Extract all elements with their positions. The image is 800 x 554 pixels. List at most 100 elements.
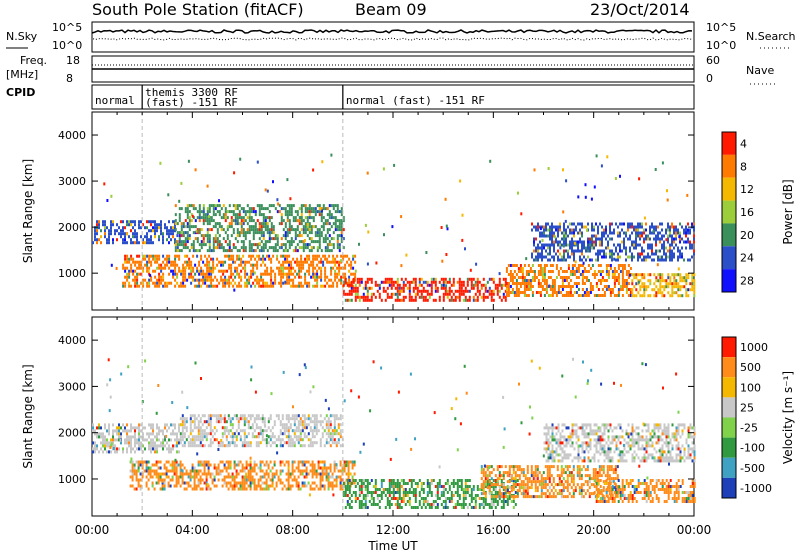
scatter-cell — [188, 249, 191, 253]
scatter-cell — [194, 168, 197, 172]
scatter-cell — [438, 482, 441, 485]
scatter-cell — [226, 237, 229, 241]
scatter-cell — [633, 246, 635, 250]
scatter-cell — [543, 228, 545, 232]
scatter-cell — [235, 429, 238, 433]
scatter-cell — [258, 278, 261, 282]
scatter-cell — [126, 435, 128, 439]
scatter-cell — [563, 225, 565, 229]
scatter-cell — [286, 234, 289, 238]
scatter-cell — [238, 249, 241, 253]
scatter-cell — [349, 481, 352, 485]
scatter-cell — [102, 220, 104, 224]
scatter-cell — [211, 472, 214, 476]
scatter-cell — [504, 283, 507, 287]
scatter-cell — [235, 481, 238, 485]
scatter-cell — [190, 281, 193, 285]
scatter-cell — [327, 487, 330, 491]
scatter-cell — [162, 235, 164, 239]
scatter-cell — [182, 231, 185, 235]
scatter-cell — [567, 249, 569, 253]
scatter-cell — [124, 281, 127, 285]
scatter-cell — [336, 207, 339, 211]
scatter-cell — [539, 234, 541, 238]
scatter-cell — [162, 444, 164, 448]
scatter-cell — [174, 240, 177, 244]
scatter-cell — [416, 485, 419, 488]
scatter-cell — [181, 423, 184, 427]
scatter-cell — [167, 481, 170, 485]
scatter-cell — [184, 231, 187, 235]
scatter-cell — [633, 285, 636, 289]
scatter-cell — [633, 243, 635, 247]
scatter-cell — [254, 213, 257, 217]
scatter-cell — [458, 292, 461, 296]
scatter-cell — [178, 249, 181, 253]
scatter-cell — [104, 229, 106, 233]
scatter-cell — [301, 414, 304, 418]
scatter-cell — [146, 269, 149, 273]
scatter-cell — [304, 231, 307, 235]
scatter-cell — [689, 231, 691, 235]
scatter-cell — [515, 285, 518, 288]
scatter-cell — [243, 441, 246, 445]
scatter-cell — [316, 234, 319, 238]
scatter-cell — [545, 255, 547, 259]
scatter-cell — [148, 435, 150, 439]
scatter-cell — [490, 292, 493, 296]
scatter-cell — [605, 288, 608, 291]
scatter-cell — [306, 260, 309, 264]
scatter-cell — [329, 475, 332, 479]
scatter-cell — [567, 294, 570, 297]
scatter-cell — [261, 417, 264, 421]
scatter-cell — [346, 500, 349, 503]
scatter-cell — [310, 260, 313, 264]
scatter-cell — [166, 263, 169, 267]
scatter-cell — [120, 432, 122, 436]
scatter-cell — [300, 222, 303, 226]
scatter-cell — [436, 494, 439, 497]
scatter-cell — [597, 252, 599, 256]
scatter-cell — [651, 252, 653, 256]
scatter-cell — [243, 423, 246, 427]
scatter-cell — [197, 432, 200, 436]
scatter-cell — [643, 294, 646, 298]
scatter-cell — [194, 272, 197, 276]
scatter-cell — [444, 280, 447, 284]
scatter-cell — [637, 243, 639, 247]
scatter-cell — [199, 444, 202, 448]
scatter-cell — [593, 240, 595, 244]
scatter-cell — [486, 280, 489, 284]
scatter-cell — [563, 234, 565, 238]
scatter-cell — [234, 207, 237, 211]
scatter-cell — [677, 267, 680, 271]
scatter-cell — [325, 420, 328, 424]
scatter-cell — [195, 438, 198, 442]
scatter-cell — [565, 243, 567, 247]
scatter-cell — [186, 278, 189, 282]
scatter-cell — [275, 444, 278, 448]
scatter-cell — [637, 231, 639, 235]
scatter-cell — [199, 435, 202, 439]
scatter-cell — [336, 234, 339, 238]
scatter-cell — [428, 283, 431, 287]
scatter-cell — [164, 223, 166, 227]
scatter-cell — [362, 286, 365, 290]
scatter-cell — [360, 482, 363, 485]
scatter-cell — [316, 269, 319, 273]
scatter-cell — [675, 237, 677, 241]
scatter-cell — [219, 417, 222, 421]
scatter-cell — [312, 168, 315, 172]
scatter-cell — [279, 441, 282, 445]
scatter-cell — [249, 463, 252, 467]
scatter-cell — [238, 263, 241, 267]
scatter-cell — [543, 246, 545, 250]
scatter-cell — [262, 272, 265, 276]
scatter-cell — [225, 481, 228, 485]
scatter-cell — [460, 289, 463, 293]
scatter-cell — [561, 276, 564, 279]
scatter-cell — [316, 249, 319, 253]
scatter-cell — [231, 432, 234, 436]
scatter-cell — [392, 488, 395, 491]
scatter-cell — [462, 289, 465, 293]
